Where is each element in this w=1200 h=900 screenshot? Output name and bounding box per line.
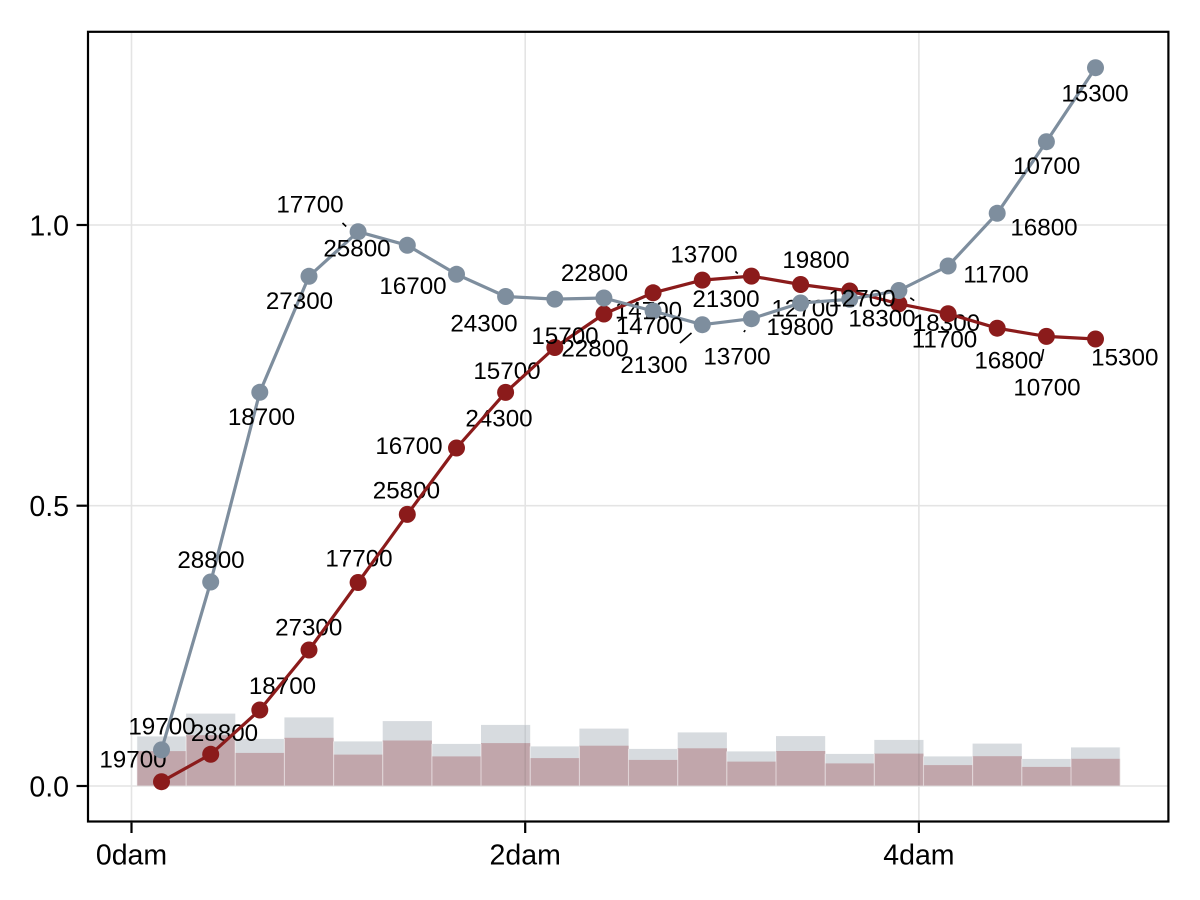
svg-text:4dam: 4dam: [883, 840, 954, 872]
svg-text:25800: 25800: [323, 236, 390, 263]
svg-text:15300: 15300: [1061, 81, 1128, 108]
svg-text:16700: 16700: [375, 433, 442, 460]
svg-text:0.0: 0.0: [29, 771, 69, 803]
svg-text:19800: 19800: [782, 247, 849, 274]
svg-text:15300: 15300: [1091, 345, 1158, 372]
svg-text:18700: 18700: [228, 404, 295, 431]
svg-text:19800: 19800: [766, 314, 833, 341]
svg-text:15700: 15700: [531, 323, 598, 350]
svg-text:16800: 16800: [1010, 215, 1077, 242]
svg-text:11700: 11700: [912, 327, 977, 354]
svg-text:13700: 13700: [670, 242, 737, 269]
svg-text:11700: 11700: [963, 262, 1028, 289]
svg-text:10700: 10700: [1013, 153, 1080, 180]
svg-text:24300: 24300: [450, 311, 517, 338]
svg-text:22800: 22800: [561, 260, 628, 287]
svg-text:22800: 22800: [561, 335, 628, 362]
svg-text:10700: 10700: [1013, 375, 1080, 402]
svg-text:21300: 21300: [692, 286, 759, 313]
svg-text:16700: 16700: [379, 273, 446, 300]
svg-text:16800: 16800: [974, 348, 1041, 375]
svg-text:18300: 18300: [848, 306, 915, 333]
svg-text:14700: 14700: [616, 313, 683, 340]
svg-text:25800: 25800: [373, 477, 440, 504]
svg-text:18700: 18700: [249, 673, 316, 700]
svg-text:21300: 21300: [620, 352, 687, 379]
svg-text:2dam: 2dam: [490, 840, 561, 872]
svg-text:12700: 12700: [828, 285, 895, 312]
svg-text:17700: 17700: [276, 192, 343, 219]
svg-text:28800: 28800: [177, 547, 244, 574]
svg-text:27300: 27300: [266, 288, 333, 315]
svg-text:24300: 24300: [465, 405, 532, 432]
svg-text:0dam: 0dam: [96, 840, 167, 872]
svg-text:13700: 13700: [703, 343, 770, 370]
svg-text:1.0: 1.0: [29, 210, 69, 242]
svg-text:19700: 19700: [128, 713, 195, 740]
svg-text:0.5: 0.5: [29, 491, 69, 523]
